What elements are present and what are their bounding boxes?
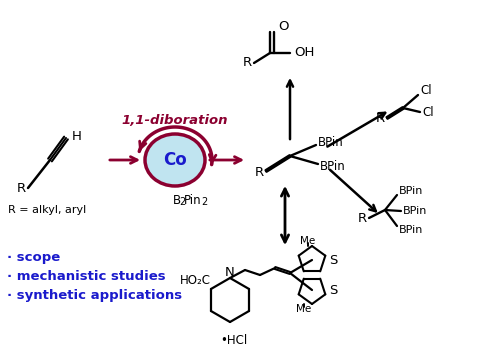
Text: O: O [278, 20, 288, 34]
Text: · synthetic applications: · synthetic applications [7, 289, 182, 303]
Text: H: H [72, 130, 82, 143]
Text: Cl: Cl [420, 84, 432, 97]
Text: Co: Co [163, 151, 187, 169]
Text: 1,1-diboration: 1,1-diboration [122, 114, 228, 126]
Text: BPin: BPin [403, 206, 427, 216]
Text: 2: 2 [179, 197, 185, 207]
Text: •HCl: •HCl [220, 334, 247, 347]
Text: Pin: Pin [184, 193, 202, 207]
Text: R: R [376, 112, 385, 125]
Text: BPin: BPin [399, 186, 423, 196]
Text: S: S [329, 283, 338, 297]
Text: · scope: · scope [7, 251, 60, 264]
Text: · mechanistic studies: · mechanistic studies [7, 270, 166, 283]
Text: OH: OH [294, 47, 314, 60]
Text: R = alkyl, aryl: R = alkyl, aryl [8, 205, 86, 215]
Text: HO₂C: HO₂C [180, 274, 211, 287]
Text: Me: Me [296, 304, 312, 314]
Text: 2: 2 [201, 197, 207, 207]
Text: BPin: BPin [318, 136, 344, 149]
Ellipse shape [145, 134, 205, 186]
Text: BPin: BPin [320, 160, 346, 173]
Text: Me: Me [300, 236, 316, 246]
Text: R: R [255, 166, 264, 179]
Text: BPin: BPin [399, 225, 423, 235]
Text: S: S [329, 253, 338, 267]
Text: B: B [173, 193, 181, 207]
Text: R: R [358, 211, 367, 225]
Text: R: R [17, 183, 26, 196]
Text: N: N [225, 267, 235, 280]
Text: Cl: Cl [422, 106, 434, 119]
Text: R: R [243, 56, 252, 70]
